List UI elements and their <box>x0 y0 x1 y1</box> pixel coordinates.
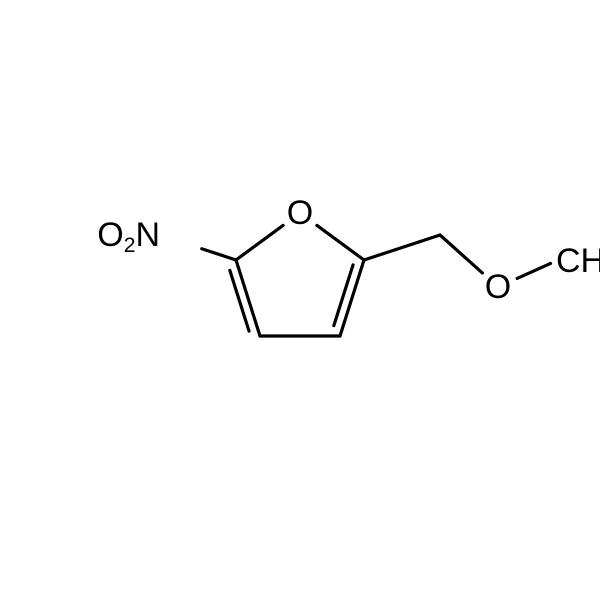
atom-o-ring: O <box>287 196 313 230</box>
atom-methyl: CH3 <box>556 244 600 278</box>
atom-nitro: O2N <box>97 218 160 252</box>
molecule-diagram: O O2N O CH3 <box>0 0 600 600</box>
atom-o-ether: O <box>485 270 511 304</box>
